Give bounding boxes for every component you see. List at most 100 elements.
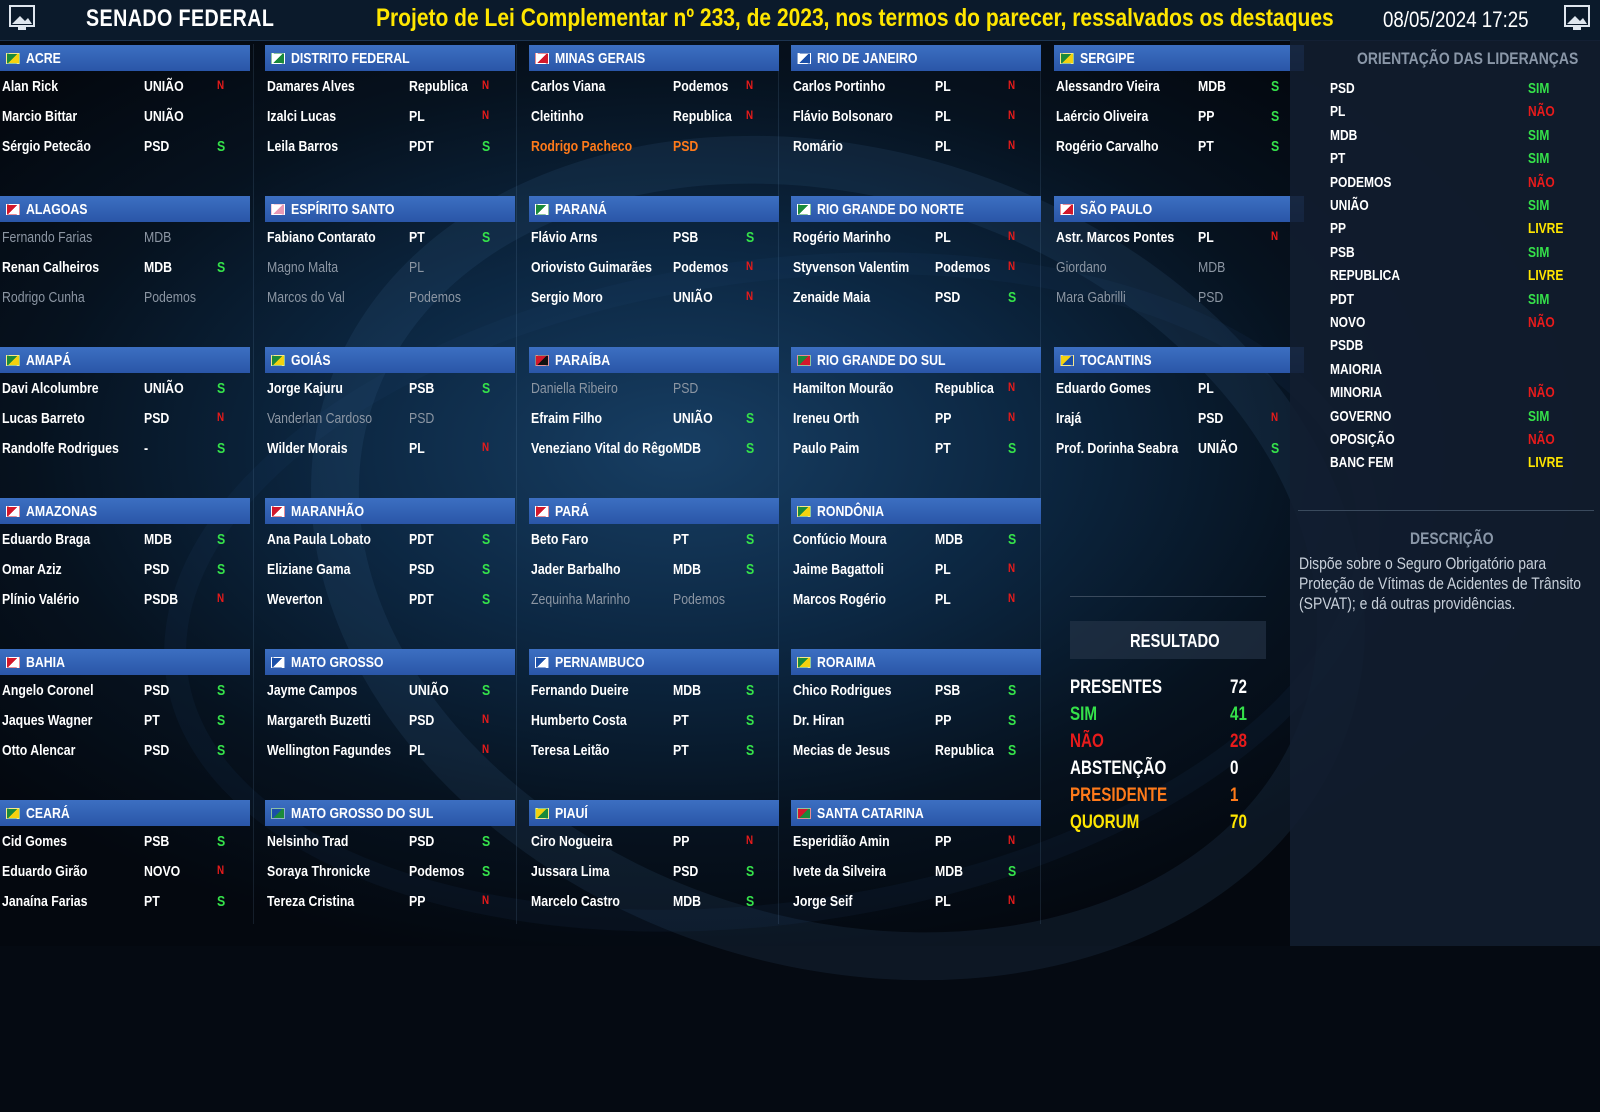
senator-party: PL bbox=[409, 259, 425, 276]
state-block: SANTA CATARINA Esperidião Amin PP N Ivete da… bbox=[791, 800, 1041, 916]
senator-row: Fernando Dueire MDB S bbox=[529, 675, 779, 705]
result-value: 0 bbox=[1230, 758, 1239, 779]
orientation-vote: SIM bbox=[1528, 243, 1550, 261]
senator-row: Veneziano Vital do Rêgo MDB S bbox=[529, 433, 779, 463]
orientation-row: PSB SIM bbox=[1330, 242, 1560, 265]
monitor-icon[interactable] bbox=[8, 4, 36, 32]
senator-vote: S bbox=[746, 863, 755, 880]
senator-row: Eliziane Gama PSD S bbox=[265, 554, 515, 584]
state-name: PIAUÍ bbox=[555, 804, 588, 822]
monitor-icon-right[interactable] bbox=[1563, 4, 1591, 32]
senator-row: Giordano MDB bbox=[1054, 252, 1304, 282]
state-block: AMAZONAS Eduardo Braga MDB S Omar Aziz PSD S Pl… bbox=[0, 498, 250, 614]
senator-party: MDB bbox=[673, 440, 702, 457]
senator-row: Mecias de Jesus Republica S bbox=[791, 735, 1041, 765]
state-name: PARAÍBA bbox=[555, 351, 611, 369]
column-divider bbox=[778, 44, 779, 924]
senator-party: PT bbox=[409, 229, 425, 246]
state-header: SÃO PAULO bbox=[1054, 196, 1304, 222]
orientation-party: PSB bbox=[1330, 243, 1355, 261]
senator-row: Irajá PSD N bbox=[1054, 403, 1304, 433]
result-label: PRESIDENTE bbox=[1070, 785, 1168, 806]
state-header: PERNAMBUCO bbox=[529, 649, 779, 675]
orientation-party: PT bbox=[1330, 150, 1346, 168]
result-value: 28 bbox=[1230, 731, 1247, 752]
senator-name: Esperidião Amin bbox=[793, 833, 890, 850]
orientation-row: REPUBLICA LIVRE bbox=[1330, 265, 1563, 288]
senator-row: Esperidião Amin PP N bbox=[791, 826, 1041, 856]
state-block: PARANÁ Flávio Arns PSB S Oriovisto Guimarães… bbox=[529, 196, 779, 312]
senator-row: Renan Calheiros MDB S bbox=[0, 252, 250, 282]
senator-vote: S bbox=[217, 682, 226, 699]
senator-row: Jaime Bagattoli PL N bbox=[791, 554, 1041, 584]
senator-vote: S bbox=[217, 561, 226, 578]
senator-row: Carlos Portinho PL N bbox=[791, 71, 1041, 101]
senator-vote: S bbox=[482, 561, 491, 578]
senator-party: PP bbox=[935, 833, 952, 850]
senator-party: PP bbox=[935, 712, 952, 729]
result-value: 41 bbox=[1230, 704, 1247, 725]
senator-party: MDB bbox=[144, 531, 173, 548]
senator-party: Republica bbox=[935, 380, 994, 397]
senator-name: Randolfe Rodrigues bbox=[2, 440, 119, 457]
senator-party: - bbox=[144, 440, 149, 457]
senator-vote: N bbox=[1008, 78, 1016, 92]
senator-name: Sergio Moro bbox=[531, 289, 603, 306]
senator-vote: N bbox=[1008, 108, 1016, 122]
senator-name: Cleitinho bbox=[531, 108, 584, 125]
senator-vote: S bbox=[746, 410, 755, 427]
orientation-party: PL bbox=[1330, 103, 1346, 121]
state-flag-icon bbox=[535, 52, 549, 64]
senator-vote: S bbox=[1008, 440, 1017, 457]
state-flag-icon bbox=[271, 656, 285, 668]
senator-party: PT bbox=[144, 712, 160, 729]
orientation-party: GOVERNO bbox=[1330, 407, 1392, 425]
result-label: SIM bbox=[1070, 704, 1098, 725]
senator-vote: S bbox=[746, 440, 755, 457]
senator-party: MDB bbox=[144, 259, 173, 276]
senator-vote: N bbox=[1008, 561, 1016, 575]
description-title: DESCRIÇÃO bbox=[1410, 529, 1494, 548]
state-header: PARANÁ bbox=[529, 196, 779, 222]
senator-name: Janaína Farias bbox=[2, 893, 88, 910]
state-flag-icon bbox=[271, 807, 285, 819]
senator-row: Marcio Bittar UNIÃO bbox=[0, 101, 250, 131]
datetime: 08/05/2024 17:25 bbox=[1383, 7, 1529, 32]
senator-row: Leila Barros PDT S bbox=[265, 131, 515, 161]
state-flag-icon bbox=[797, 656, 811, 668]
state-name: RONDÔNIA bbox=[817, 502, 884, 520]
senator-vote: S bbox=[746, 682, 755, 699]
senator-party: Podemos bbox=[144, 289, 196, 306]
senator-vote: N bbox=[1008, 410, 1016, 424]
senator-vote: N bbox=[482, 893, 490, 907]
senator-party: PSD bbox=[144, 682, 170, 699]
senator-row: Jaques Wagner PT S bbox=[0, 705, 250, 735]
senator-name: Laércio Oliveira bbox=[1056, 108, 1149, 125]
senator-party: PT bbox=[673, 712, 689, 729]
orientation-party: MDB bbox=[1330, 126, 1358, 144]
state-flag-icon bbox=[6, 656, 20, 668]
state-name: MARANHÃO bbox=[291, 502, 365, 520]
senator-party: PL bbox=[1198, 229, 1214, 246]
senator-name: Omar Aziz bbox=[2, 561, 62, 578]
senator-name: Cid Gomes bbox=[2, 833, 67, 850]
state-header: ESPÍRITO SANTO bbox=[265, 196, 515, 222]
senator-vote: N bbox=[1008, 259, 1016, 273]
senator-vote: S bbox=[1271, 78, 1280, 95]
senator-vote: N bbox=[482, 712, 490, 726]
senator-party: PSD bbox=[409, 410, 435, 427]
state-header: PIAUÍ bbox=[529, 800, 779, 826]
senator-vote: S bbox=[746, 712, 755, 729]
senator-vote: N bbox=[746, 289, 754, 303]
senator-row: Flávio Arns PSB S bbox=[529, 222, 779, 252]
senator-name: Angelo Coronel bbox=[2, 682, 94, 699]
senator-name: Sérgio Petecão bbox=[2, 138, 91, 155]
senator-vote: S bbox=[1008, 289, 1017, 306]
senator-party: PL bbox=[409, 108, 425, 125]
senator-vote: S bbox=[1271, 138, 1280, 155]
senator-row: Cid Gomes PSB S bbox=[0, 826, 250, 856]
senator-vote: N bbox=[746, 78, 754, 92]
state-name: ACRE bbox=[26, 49, 61, 67]
state-header: PARÁ bbox=[529, 498, 779, 524]
state-flag-icon bbox=[6, 807, 20, 819]
